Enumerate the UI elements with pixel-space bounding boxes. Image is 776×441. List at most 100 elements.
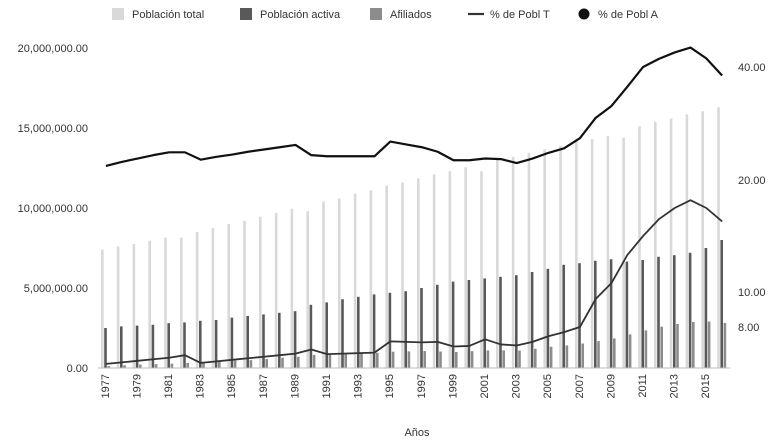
legend-item-poblacion-total: Población total [112, 8, 204, 21]
x-tick-label: 1983 [195, 374, 207, 398]
bar-afiliados-2008 [597, 341, 600, 368]
y-left-tick-label: 0.00 [67, 363, 88, 375]
bar-poblacion-activa-1986 [246, 316, 249, 368]
bar-poblacion-activa-1987 [262, 314, 265, 368]
bar-afiliados-1996 [407, 351, 411, 368]
right-axis: 8.00 10.00 20.00 40.00 [738, 62, 766, 334]
bar-afiliados-1999 [455, 352, 458, 368]
x-tick-label: 1999 [447, 374, 459, 398]
bar-poblacion-activa-1998 [436, 284, 439, 368]
bar-poblacion-total-1988 [274, 212, 278, 368]
bar-poblacion-total-2001 [480, 171, 483, 368]
bar-afiliados-1986 [249, 360, 253, 368]
bar-afiliados-1993 [360, 353, 363, 368]
bar-poblacion-total-2010 [622, 137, 625, 368]
bar-poblacion-total-2011 [638, 126, 641, 369]
y-right-tick-label: 20.00 [738, 175, 766, 187]
bar-poblacion-total-2013 [669, 118, 673, 369]
bar-poblacion-activa-1991 [325, 302, 328, 368]
x-tick-label: 2007 [574, 374, 586, 398]
bar-poblacion-total-2006 [559, 145, 562, 368]
bar-afiliados-1978 [123, 365, 126, 368]
bar-poblacion-total-1998 [432, 174, 436, 368]
bar-poblacion-activa-2005 [546, 268, 550, 368]
y-right-tick-label: 8.00 [738, 322, 759, 334]
x-tick-label: 1977 [100, 374, 112, 398]
legend-swatch [240, 8, 252, 20]
bar-afiliados-2003 [518, 350, 521, 368]
x-tick-label: 2013 [669, 374, 681, 398]
bar-afiliados-1982 [186, 362, 189, 368]
x-tick-label: 1981 [163, 374, 175, 398]
legend-label: Población activa [260, 9, 341, 21]
legend-label: % de Pobl T [490, 9, 550, 21]
bar-poblacion-total-1990 [306, 211, 309, 368]
bar-poblacion-activa-2006 [562, 264, 565, 368]
bar-poblacion-activa-1982 [183, 322, 186, 368]
bar-poblacion-total-1982 [180, 237, 183, 368]
bar-poblacion-total-2008 [590, 139, 594, 368]
legend-label: % de Pobl A [598, 9, 659, 21]
bar-poblacion-activa-2016 [720, 240, 723, 368]
bar-poblacion-total-2004 [527, 152, 531, 368]
bar-poblacion-activa-2003 [515, 275, 518, 368]
bar-poblacion-total-1999 [448, 171, 452, 368]
bar-poblacion-activa-1997 [420, 288, 423, 368]
bar-poblacion-total-2003 [511, 156, 515, 368]
bar-poblacion-total-1980 [148, 240, 151, 368]
bar-afiliados-2012 [660, 326, 663, 368]
y-left-tick-label: 10,000,000.00 [18, 203, 88, 215]
bar-poblacion-total-1995 [385, 185, 388, 368]
bar-poblacion-total-2009 [606, 136, 610, 368]
bar-afiliados-2006 [565, 345, 569, 368]
bar-poblacion-activa-1977 [104, 328, 107, 368]
bar-poblacion-activa-1988 [278, 312, 281, 368]
y-right-tick-label: 10.00 [738, 287, 766, 299]
bar-afiliados-1987 [265, 359, 268, 368]
bar-poblacion-total-1992 [338, 198, 341, 368]
bar-afiliados-1995 [391, 351, 395, 368]
bar-poblacion-activa-2009 [609, 259, 613, 368]
bar-afiliados-1988 [281, 357, 284, 368]
bar-poblacion-total-2012 [654, 121, 657, 368]
line-pct-pobl-t [105, 199, 723, 365]
bar-afiliados-2000 [470, 351, 474, 368]
bar-poblacion-activa-1996 [404, 291, 407, 368]
bar-afiliados-2013 [676, 324, 679, 368]
bar-poblacion-total-1984 [211, 228, 215, 368]
legend-swatch [578, 8, 590, 20]
bar-poblacion-activa-1983 [199, 320, 202, 368]
bar-poblacion-activa-2002 [499, 276, 502, 368]
y-left-tick-label: 5,000,000.00 [24, 283, 88, 295]
bar-poblacion-activa-2007 [578, 263, 581, 368]
bar-poblacion-total-1987 [259, 216, 262, 368]
bar-afiliados-1998 [439, 351, 442, 368]
x-tick-label: 2003 [511, 374, 523, 398]
x-tick-label: 1997 [416, 374, 428, 398]
legend-label: Afiliados [390, 9, 432, 21]
x-tick-label: 2015 [700, 374, 712, 398]
lines-layer [105, 46, 723, 365]
legend-label: Población total [132, 9, 204, 21]
bar-afiliados-2010 [628, 334, 632, 368]
legend-item-poblacion-activa: Población activa [240, 8, 341, 21]
bar-afiliados-1977 [107, 366, 110, 368]
y-left-tick-label: 20,000,000.00 [18, 43, 88, 55]
y-right-tick-label: 40.00 [738, 62, 766, 74]
x-axis: 1977 1979 1981 1983 1985 1987 1989 1991 1993 1995… [100, 374, 712, 398]
bar-poblacion-activa-2011 [641, 260, 644, 368]
bar-afiliados-2015 [707, 321, 711, 368]
x-tick-label: 2011 [637, 374, 649, 398]
bar-poblacion-total-1994 [369, 190, 373, 368]
bar-poblacion-activa-2008 [594, 260, 597, 368]
bar-afiliados-1985 [233, 360, 237, 368]
bar-poblacion-total-1979 [132, 244, 136, 368]
bar-poblacion-activa-1992 [341, 299, 344, 368]
bar-poblacion-total-2005 [543, 149, 546, 368]
bar-poblacion-activa-1995 [388, 292, 392, 368]
bar-poblacion-total-1989 [290, 208, 294, 368]
legend-swatch [112, 8, 124, 20]
bar-poblacion-activa-1999 [451, 281, 455, 368]
bar-poblacion-total-2002 [496, 160, 499, 368]
bar-afiliados-2005 [549, 346, 553, 368]
